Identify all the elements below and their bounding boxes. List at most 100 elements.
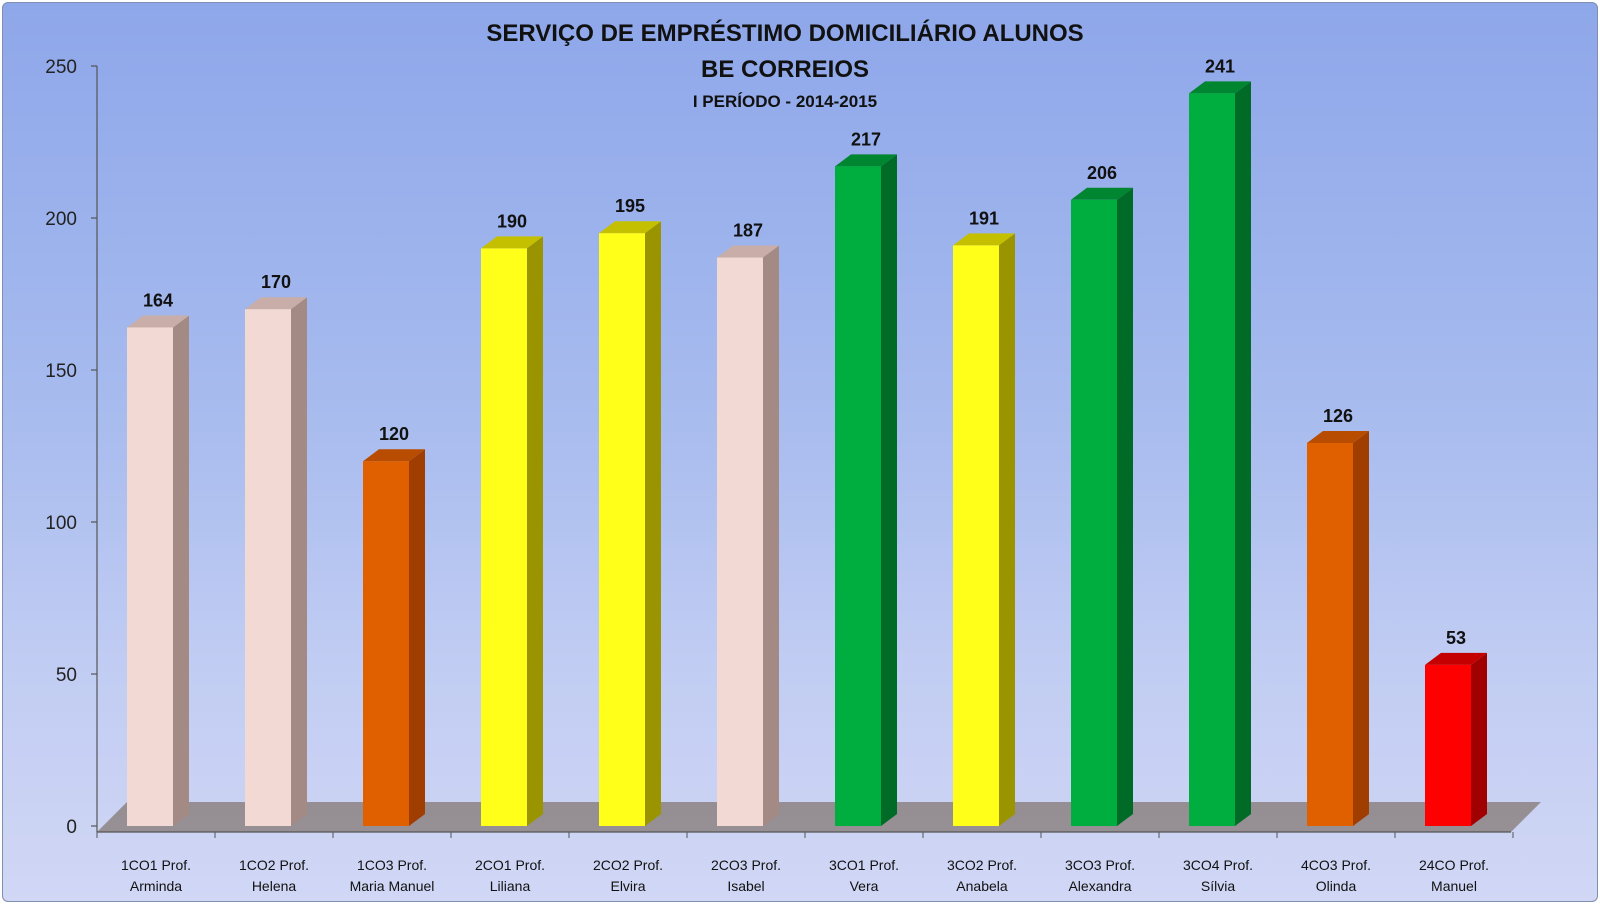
bar-5 (599, 221, 661, 826)
bar-front (1071, 199, 1117, 826)
data-label: 120 (379, 424, 409, 444)
x-tick-label: Olinda (1316, 878, 1357, 894)
data-label: 217 (851, 129, 881, 149)
bar-top (1071, 187, 1133, 200)
x-tick-label: 2CO2 Prof. (593, 857, 663, 873)
x-tick-label: Sílvia (1201, 878, 1235, 894)
bar-side (291, 297, 307, 826)
x-axis: 1CO1 Prof. Arminda 1CO2 Prof. Helena 1CO3 Pr… (96, 832, 1514, 894)
y-axis: 0 50 100 150 200 250 (45, 57, 1511, 838)
x-tick-label: Anabela (956, 878, 1008, 894)
bar-front (717, 257, 763, 826)
x-tick-label: Maria Manuel (350, 878, 435, 894)
chart-title: SERVIÇO DE EMPRÉSTIMO DOMICILIÁRIO ALUNO… (486, 19, 1083, 47)
x-tick-label: Manuel (1431, 878, 1477, 894)
bar-top (1425, 652, 1487, 665)
bar-front (363, 461, 409, 826)
chart-period: I PERÍODO - 2014-2015 (693, 92, 877, 111)
bar-side (409, 449, 425, 826)
bar-front (245, 309, 291, 826)
x-tick-label: Vera (850, 878, 879, 894)
bar-front (127, 327, 173, 826)
bar-front (953, 245, 999, 827)
bar-10 (1189, 81, 1251, 827)
x-tick-label: 3CO3 Prof. (1065, 857, 1135, 873)
bar-side (999, 233, 1015, 827)
y-tick-label: 150 (45, 361, 77, 382)
bar-side (173, 315, 189, 826)
x-tick-label: 4CO3 Prof. (1301, 857, 1371, 873)
bar-1 (127, 315, 189, 826)
bar-front (1425, 664, 1471, 826)
y-tick-label: 0 (66, 817, 77, 838)
x-tick-label: Arminda (130, 878, 182, 894)
bar-11 (1307, 430, 1369, 826)
bar-top (481, 236, 543, 249)
bar-side (881, 154, 897, 826)
bar-side (763, 245, 779, 826)
bar-top (835, 154, 897, 167)
bar-top (363, 449, 425, 462)
bar-3 (363, 449, 425, 826)
bar-chart: SERVIÇO DE EMPRÉSTIMO DOMICILIÁRIO ALUNO… (45, 19, 1541, 894)
x-tick-label: Alexandra (1068, 878, 1131, 894)
x-tick-label: Isabel (727, 878, 764, 894)
bar-side (1353, 430, 1369, 826)
bar-7 (835, 154, 897, 826)
bar-top (1307, 430, 1369, 443)
x-tick-label: 1CO2 Prof. (239, 857, 309, 873)
bar-front (599, 233, 645, 826)
bar-top (717, 245, 779, 258)
bar-top (953, 233, 1015, 246)
data-label: 241 (1205, 56, 1235, 76)
x-tick-label: 3CO2 Prof. (947, 857, 1017, 873)
x-tick-label: 2CO3 Prof. (711, 857, 781, 873)
data-label: 170 (261, 272, 291, 292)
bar-top (1189, 81, 1251, 94)
bar-front (1307, 442, 1353, 826)
bar-2 (245, 297, 307, 826)
bar-side (527, 236, 543, 826)
bar-top (599, 221, 661, 234)
x-tick-label: 1CO1 Prof. (121, 857, 191, 873)
data-label: 191 (969, 208, 999, 228)
x-tick-label: 3CO4 Prof. (1183, 857, 1253, 873)
x-tick-label: Helena (252, 878, 297, 894)
y-tick-label: 50 (56, 665, 77, 686)
data-label: 190 (497, 211, 527, 231)
data-label: 187 (733, 221, 763, 241)
bar-12 (1425, 652, 1487, 826)
x-tick-label: 2CO1 Prof. (475, 857, 545, 873)
bar-9 (1071, 187, 1133, 826)
bar-side (1117, 187, 1133, 826)
x-tick-label: 1CO3 Prof. (357, 857, 427, 873)
data-label: 126 (1323, 406, 1353, 426)
chart-floor (97, 802, 1541, 832)
bar-4 (481, 236, 543, 826)
x-tick-label: 3CO1 Prof. (829, 857, 899, 873)
x-tick-label: Liliana (490, 878, 531, 894)
data-label: 206 (1087, 163, 1117, 183)
bar-front (1189, 93, 1235, 827)
bars (127, 81, 1487, 827)
bar-front (835, 166, 881, 826)
x-tick-label: Elvira (610, 878, 645, 894)
x-tick-label: 24CO Prof. (1419, 857, 1489, 873)
y-tick-label: 100 (45, 513, 77, 534)
bar-side (1471, 652, 1487, 826)
bar-top (127, 315, 189, 328)
chart-floor-plane (97, 802, 1541, 832)
data-label: 195 (615, 196, 645, 216)
data-label: 164 (143, 290, 173, 310)
bar-8 (953, 233, 1015, 827)
bar-top (245, 297, 307, 310)
data-labels: 164 170 120 190 195 187 217 191 206 241 126 53 (143, 56, 1466, 648)
chart-subtitle: BE CORREIOS (701, 56, 869, 83)
y-tick-label: 200 (45, 209, 77, 230)
bar-front (481, 248, 527, 826)
bar-6 (717, 245, 779, 826)
data-label: 53 (1446, 628, 1466, 648)
bar-side (645, 221, 661, 826)
y-tick-label: 250 (45, 57, 77, 78)
